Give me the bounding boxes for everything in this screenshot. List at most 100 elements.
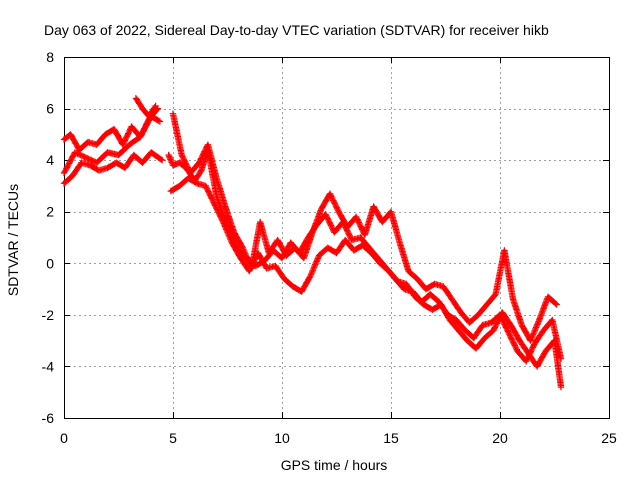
data-point-marker: [213, 193, 226, 216]
data-point-marker: [448, 296, 464, 315]
data-point-marker: [169, 110, 185, 157]
data-point-marker: [475, 302, 490, 319]
data-point-marker: [326, 190, 342, 214]
y-tick-label: 0: [46, 255, 54, 271]
data-series: [169, 110, 560, 344]
data-point-marker: [115, 142, 132, 159]
y-tick-label: -4: [42, 358, 55, 374]
y-tick-label: 4: [46, 152, 54, 168]
data-point-marker: [158, 156, 166, 164]
data-point-marker: [202, 182, 217, 206]
data-point-marker: [376, 260, 391, 274]
x-tick-label: 15: [383, 430, 399, 446]
data-point-marker: [483, 292, 498, 308]
data-point-marker: [254, 249, 270, 271]
data-point-marker: [152, 102, 159, 110]
data-point-marker: [93, 150, 110, 166]
data-point-marker: [219, 218, 235, 245]
data-point-marker: [387, 208, 403, 245]
plot-area-border: [64, 57, 610, 419]
data-point-marker: [446, 316, 461, 333]
data-point-marker: [309, 207, 324, 236]
data-point-marker: [396, 239, 412, 273]
x-tick-label: 0: [60, 430, 68, 446]
data-point-marker: [453, 316, 468, 333]
data-point-marker: [385, 267, 400, 284]
data-point-marker: [281, 275, 295, 289]
data-point-marker: [437, 301, 453, 322]
x-axis-title: GPS time / hours: [281, 457, 388, 473]
y-tick-label: 6: [46, 101, 54, 117]
data-point-marker: [531, 328, 546, 347]
data-point-marker: [60, 173, 75, 187]
data-point-marker: [148, 149, 165, 163]
y-tick-label: 2: [46, 204, 54, 220]
data-point-marker: [411, 293, 426, 307]
data-point-marker: [230, 229, 246, 250]
data-point-marker: [132, 95, 145, 111]
data-point-marker: [156, 118, 164, 125]
data-point-marker: [257, 218, 272, 255]
axis-ticks: 0 5 10 15 20 25 -6 -4 -2 0 2 4 6 8: [42, 49, 617, 446]
data-point-marker: [187, 160, 202, 177]
data-point-marker: [300, 230, 316, 262]
data-point-marker: [499, 309, 514, 328]
y-tick-label: -2: [42, 307, 55, 323]
data-point-marker: [466, 312, 481, 326]
data-point-marker: [507, 322, 523, 343]
data-point-marker: [405, 267, 420, 281]
data-point-marker: [472, 336, 487, 352]
data-point-marker: [527, 318, 542, 344]
data-point-marker: [553, 301, 560, 308]
data-point-marker: [185, 175, 199, 186]
data-point-marker: [536, 295, 551, 324]
data-point-marker: [551, 337, 564, 389]
data-point-marker: [533, 349, 549, 370]
data-point-marker: [167, 183, 182, 195]
data-point-marker: [211, 200, 226, 224]
data-point-marker: [213, 175, 229, 209]
data-point-marker: [228, 239, 244, 260]
data-point-marker: [178, 151, 193, 175]
data-point-marker: [368, 249, 383, 266]
data-point-marker: [219, 211, 233, 232]
x-tick-label: 5: [169, 430, 177, 446]
data-series: [167, 175, 565, 391]
data-point-marker: [69, 160, 84, 179]
data-point-marker: [370, 203, 385, 224]
data-point-marker: [440, 283, 455, 302]
x-tick-label: 25: [601, 430, 617, 446]
x-tick-label: 10: [274, 430, 290, 446]
data-point-marker: [470, 323, 485, 342]
data-point-marker: [145, 104, 158, 120]
data-series: [132, 95, 159, 120]
data-point-marker: [516, 337, 531, 356]
data-point-marker: [557, 383, 565, 391]
data-point-marker: [455, 327, 470, 343]
data-point-marker: [93, 132, 108, 148]
data-point-marker: [307, 253, 322, 280]
y-tick-label: -6: [42, 410, 55, 426]
y-axis-title: SDTVAR / TECUs: [5, 184, 21, 296]
data-point-marker: [481, 328, 496, 342]
data-point-marker: [333, 238, 348, 257]
data-point-marker: [501, 247, 516, 302]
data-point-marker: [121, 153, 137, 172]
data-point-marker: [427, 291, 442, 305]
y-tick-label: 8: [46, 49, 54, 65]
data-point-marker: [222, 203, 237, 235]
data-point-marker: [137, 117, 152, 141]
data-point-marker: [357, 234, 372, 250]
data-point-marker: [361, 204, 377, 239]
data-point-marker: [509, 296, 525, 327]
data-series: [60, 149, 166, 187]
data-points: [60, 95, 565, 391]
data-point-marker: [272, 262, 287, 281]
x-tick-label: 20: [492, 430, 508, 446]
data-point-marker: [335, 208, 350, 230]
data-point-marker: [60, 150, 78, 177]
data-point-marker: [544, 293, 559, 307]
data-point-marker: [359, 242, 374, 256]
data-point-marker: [403, 280, 418, 299]
